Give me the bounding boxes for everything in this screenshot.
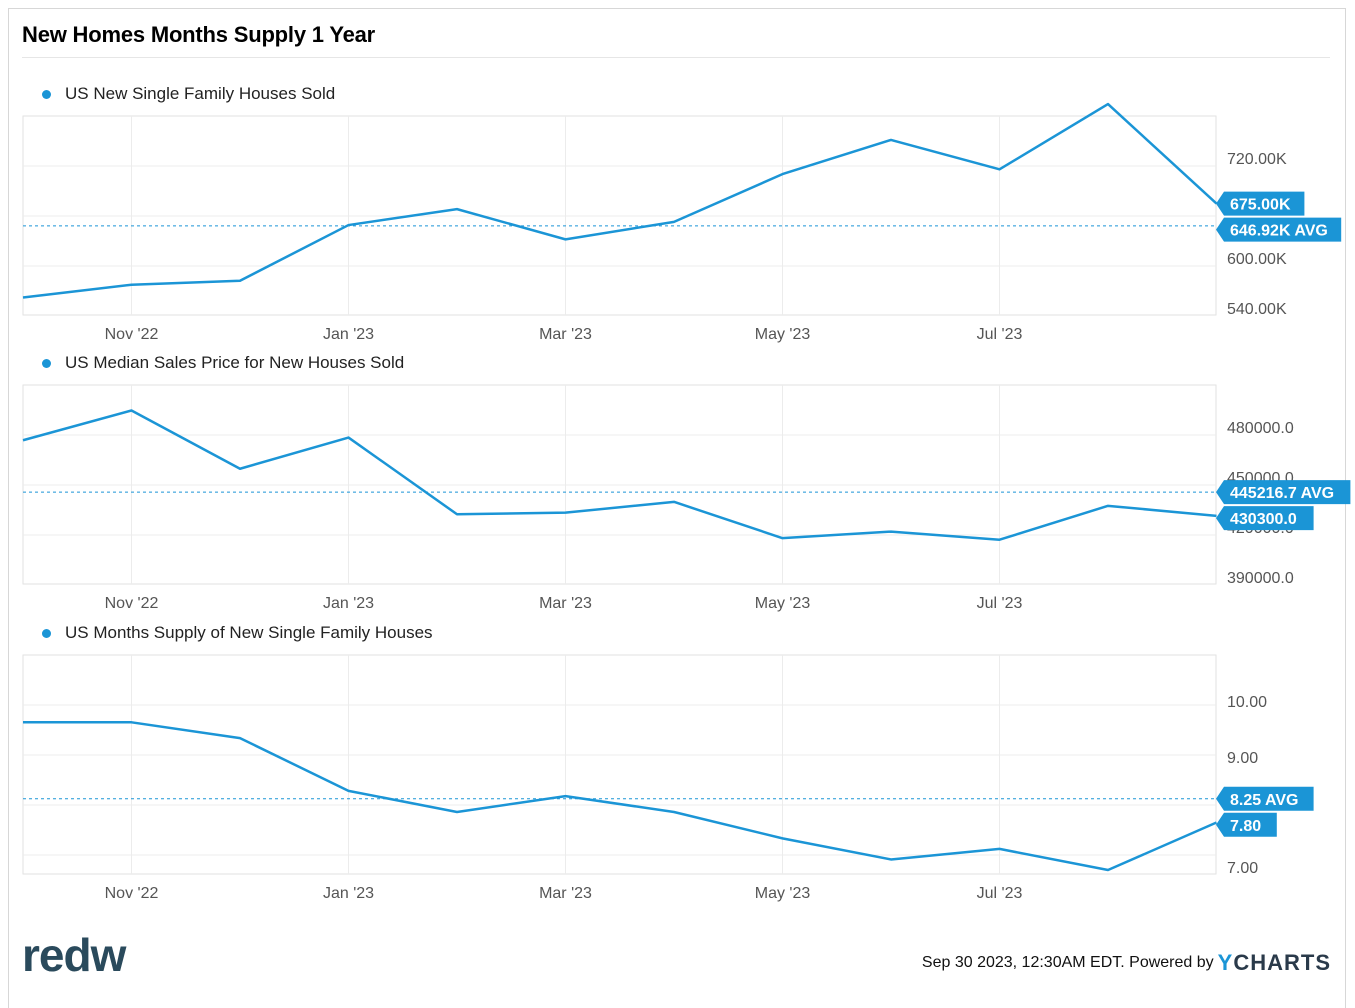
chart-panel-3: 10.00 9.00 7.00 Nov '22 Jan '23 Mar '23 May '2… [0,0,1355,910]
y-tick-label: 7.00 [1227,860,1258,877]
footer-timestamp: Sep 30 2023, 12:30AM EDT. Powered by [922,954,1214,972]
ycharts-logo: YCHARTS [1218,950,1331,976]
x-tick-label: Mar '23 [539,885,592,902]
y-tick-label: 9.00 [1227,750,1258,767]
series-line [23,722,1217,870]
plot-area [23,655,1216,874]
x-tick-label: May '23 [755,885,811,902]
y-tick-label: 10.00 [1227,694,1267,711]
average-value-flag: 8.25 AVG [1216,787,1314,811]
svg-text:8.25 AVG: 8.25 AVG [1230,792,1298,809]
footer-credit: Sep 30 2023, 12:30AM EDT. Powered by YCH… [922,950,1331,976]
x-tick-label: Nov '22 [105,885,159,902]
x-tick-label: Jul '23 [977,885,1023,902]
svg-text:7.80: 7.80 [1230,818,1261,835]
redw-logo: redw [22,928,125,982]
x-tick-label: Jan '23 [323,885,374,902]
last-value-flag: 7.80 [1216,813,1277,837]
